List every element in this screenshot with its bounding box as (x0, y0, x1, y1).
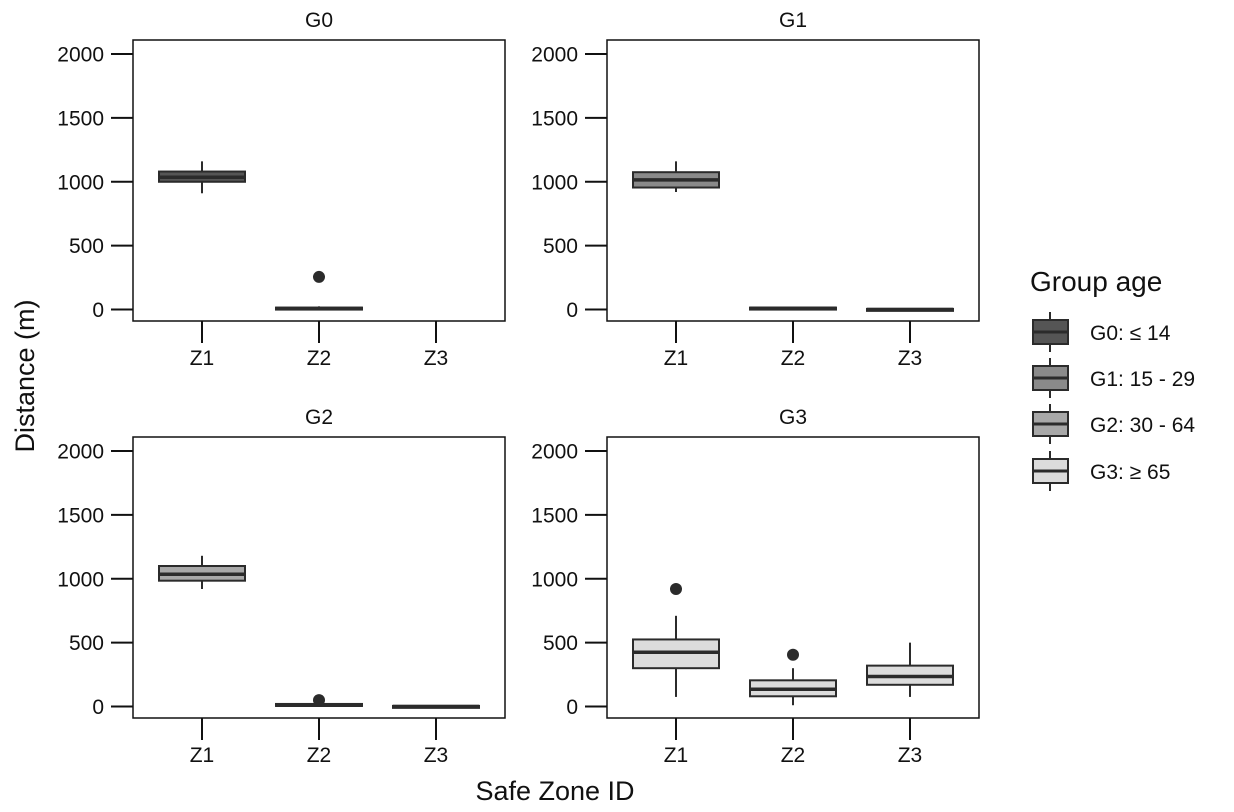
x-tick-label: Z3 (898, 347, 923, 370)
outlier-point (313, 270, 325, 283)
panel-title: G2 (305, 406, 333, 429)
x-axis-title: Safe Zone ID (475, 776, 634, 806)
panel-g1: G1 0 500 1000 1500 2000 Z1 Z2 Z3 (531, 9, 980, 370)
x-tick-label: Z3 (424, 744, 449, 767)
y-tick-label: 500 (543, 632, 578, 655)
y-tick-label: 500 (543, 235, 578, 258)
panel-title: G1 (779, 9, 807, 32)
box-g1-z3 (866, 307, 954, 312)
legend-item-g0: G0: ≤ 14 (1032, 312, 1171, 352)
x-tick-label: Z2 (307, 347, 332, 370)
box-g0-z2 (275, 270, 363, 311)
legend-item-g1: G1: 15 - 29 (1032, 358, 1195, 398)
x-tick-label: Z2 (781, 347, 806, 370)
box-g0-z1 (158, 161, 246, 194)
y-tick-label: 2000 (531, 441, 578, 464)
legend-label: G0: ≤ 14 (1090, 322, 1171, 345)
panel-title: G0 (305, 9, 333, 32)
x-tick-label: Z3 (424, 347, 449, 370)
x-tick-label: Z2 (781, 744, 806, 767)
y-tick-label: 1500 (57, 504, 104, 527)
y-tick-label: 1000 (531, 568, 578, 591)
panel-title: G3 (779, 406, 807, 429)
x-tick-label: Z1 (190, 347, 215, 370)
chart-panels: G0 0 500 1000 1500 2000 Z1 Z2 Z3 G1 0 500 1000 1500 20… (57, 9, 980, 767)
y-tick-label: 500 (69, 235, 104, 258)
box-g3-z2 (749, 648, 837, 706)
box-g2-z1 (158, 555, 246, 589)
y-tick-label: 2000 (531, 44, 578, 67)
panel-g0: G0 0 500 1000 1500 2000 Z1 Z2 Z3 (57, 9, 506, 370)
legend-label: G1: 15 - 29 (1090, 368, 1195, 391)
legend-title: Group age (1030, 266, 1162, 297)
box-g2-z3 (392, 704, 480, 709)
y-tick-label: 1500 (57, 107, 104, 130)
y-tick-label: 1000 (57, 171, 104, 194)
y-tick-label: 1500 (531, 107, 578, 130)
outlier-point (787, 648, 799, 661)
y-axis-title: Distance (m) (10, 299, 40, 452)
box-g3-z1 (632, 582, 720, 697)
legend-item-g3: G3: ≥ 65 (1032, 451, 1170, 491)
box-g2-z2 (275, 694, 363, 707)
legend-label: G2: 30 - 64 (1090, 414, 1195, 437)
legend-label: G3: ≥ 65 (1090, 461, 1170, 484)
y-tick-label: 1500 (531, 504, 578, 527)
y-tick-label: 0 (566, 299, 578, 322)
y-tick-label: 0 (566, 696, 578, 719)
y-tick-label: 2000 (57, 441, 104, 464)
legend: Group age G0: ≤ 14 G1: 15 - 29 G2: 30 - 64… (1030, 266, 1195, 491)
box-g3-z3 (866, 642, 954, 697)
y-tick-label: 0 (92, 299, 104, 322)
x-tick-label: Z1 (664, 347, 689, 370)
outlier-point (313, 694, 325, 707)
y-tick-label: 0 (92, 696, 104, 719)
panel-g3: G3 0 500 1000 1500 2000 Z1 Z2 Z3 (531, 406, 980, 767)
box-g1-z1 (632, 161, 720, 192)
x-tick-label: Z3 (898, 744, 923, 767)
x-tick-label: Z1 (664, 744, 689, 767)
y-tick-label: 500 (69, 632, 104, 655)
legend-item-g2: G2: 30 - 64 (1032, 404, 1195, 444)
y-tick-label: 1000 (57, 568, 104, 591)
box-g1-z2 (749, 306, 837, 311)
x-tick-label: Z1 (190, 744, 215, 767)
panel-g2: G2 0 500 1000 1500 2000 Z1 Z2 Z3 (57, 406, 506, 767)
x-tick-label: Z2 (307, 744, 332, 767)
outlier-point (670, 582, 682, 595)
y-tick-label: 2000 (57, 44, 104, 67)
y-tick-label: 1000 (531, 171, 578, 194)
